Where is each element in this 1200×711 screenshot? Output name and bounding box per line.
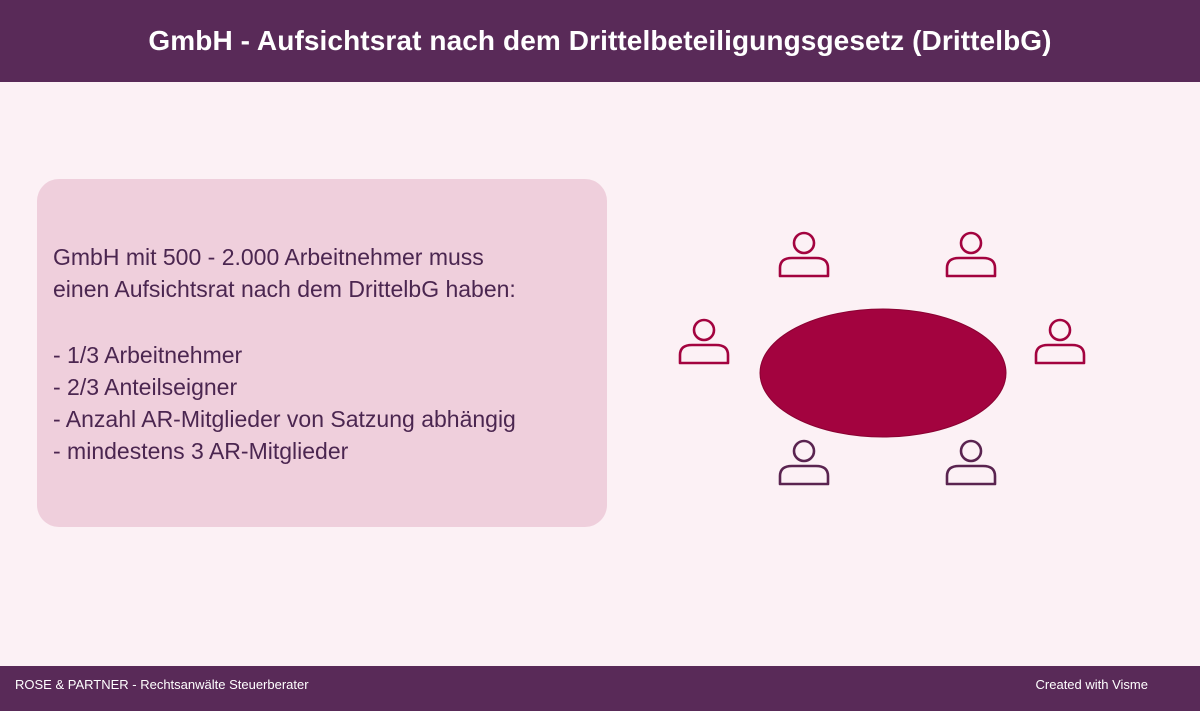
person-icon-top-left (778, 231, 830, 278)
list-item: - Anzahl AR-Mitglieder von Satzung abhän… (53, 406, 516, 432)
list-item: - 1/3 Arbeitnehmer (53, 342, 243, 368)
footer-company: ROSE & PARTNER - Rechtsanwälte Steuerber… (15, 677, 309, 692)
intro-line-2: einen Aufsichtsrat nach dem DrittelbG ha… (53, 276, 516, 302)
header-bar: GmbH - Aufsichtsrat nach dem Drittelbete… (0, 0, 1200, 82)
intro-line-1: GmbH mit 500 - 2.000 Arbeitnehmer muss (53, 244, 484, 270)
list-item: - 2/3 Anteilseigner (53, 374, 238, 400)
person-icon-left (678, 318, 730, 365)
page-title: GmbH - Aufsichtsrat nach dem Drittelbete… (148, 25, 1052, 56)
person-icon-bottom-right (945, 439, 997, 486)
person-icon-bottom-left (778, 439, 830, 486)
person-icon-right (1034, 318, 1086, 365)
info-box: GmbH mit 500 - 2.000 Arbeitnehmer muss e… (37, 179, 607, 527)
footer-bar: ROSE & PARTNER - Rechtsanwälte Steuerber… (0, 666, 1200, 711)
list-item: - mindestens 3 AR-Mitglieder (53, 438, 349, 464)
footer-credit: Created with Visme (1035, 677, 1148, 692)
person-icon-top-right (945, 231, 997, 278)
table-ellipse (759, 308, 1007, 438)
person-icons (678, 231, 1086, 486)
